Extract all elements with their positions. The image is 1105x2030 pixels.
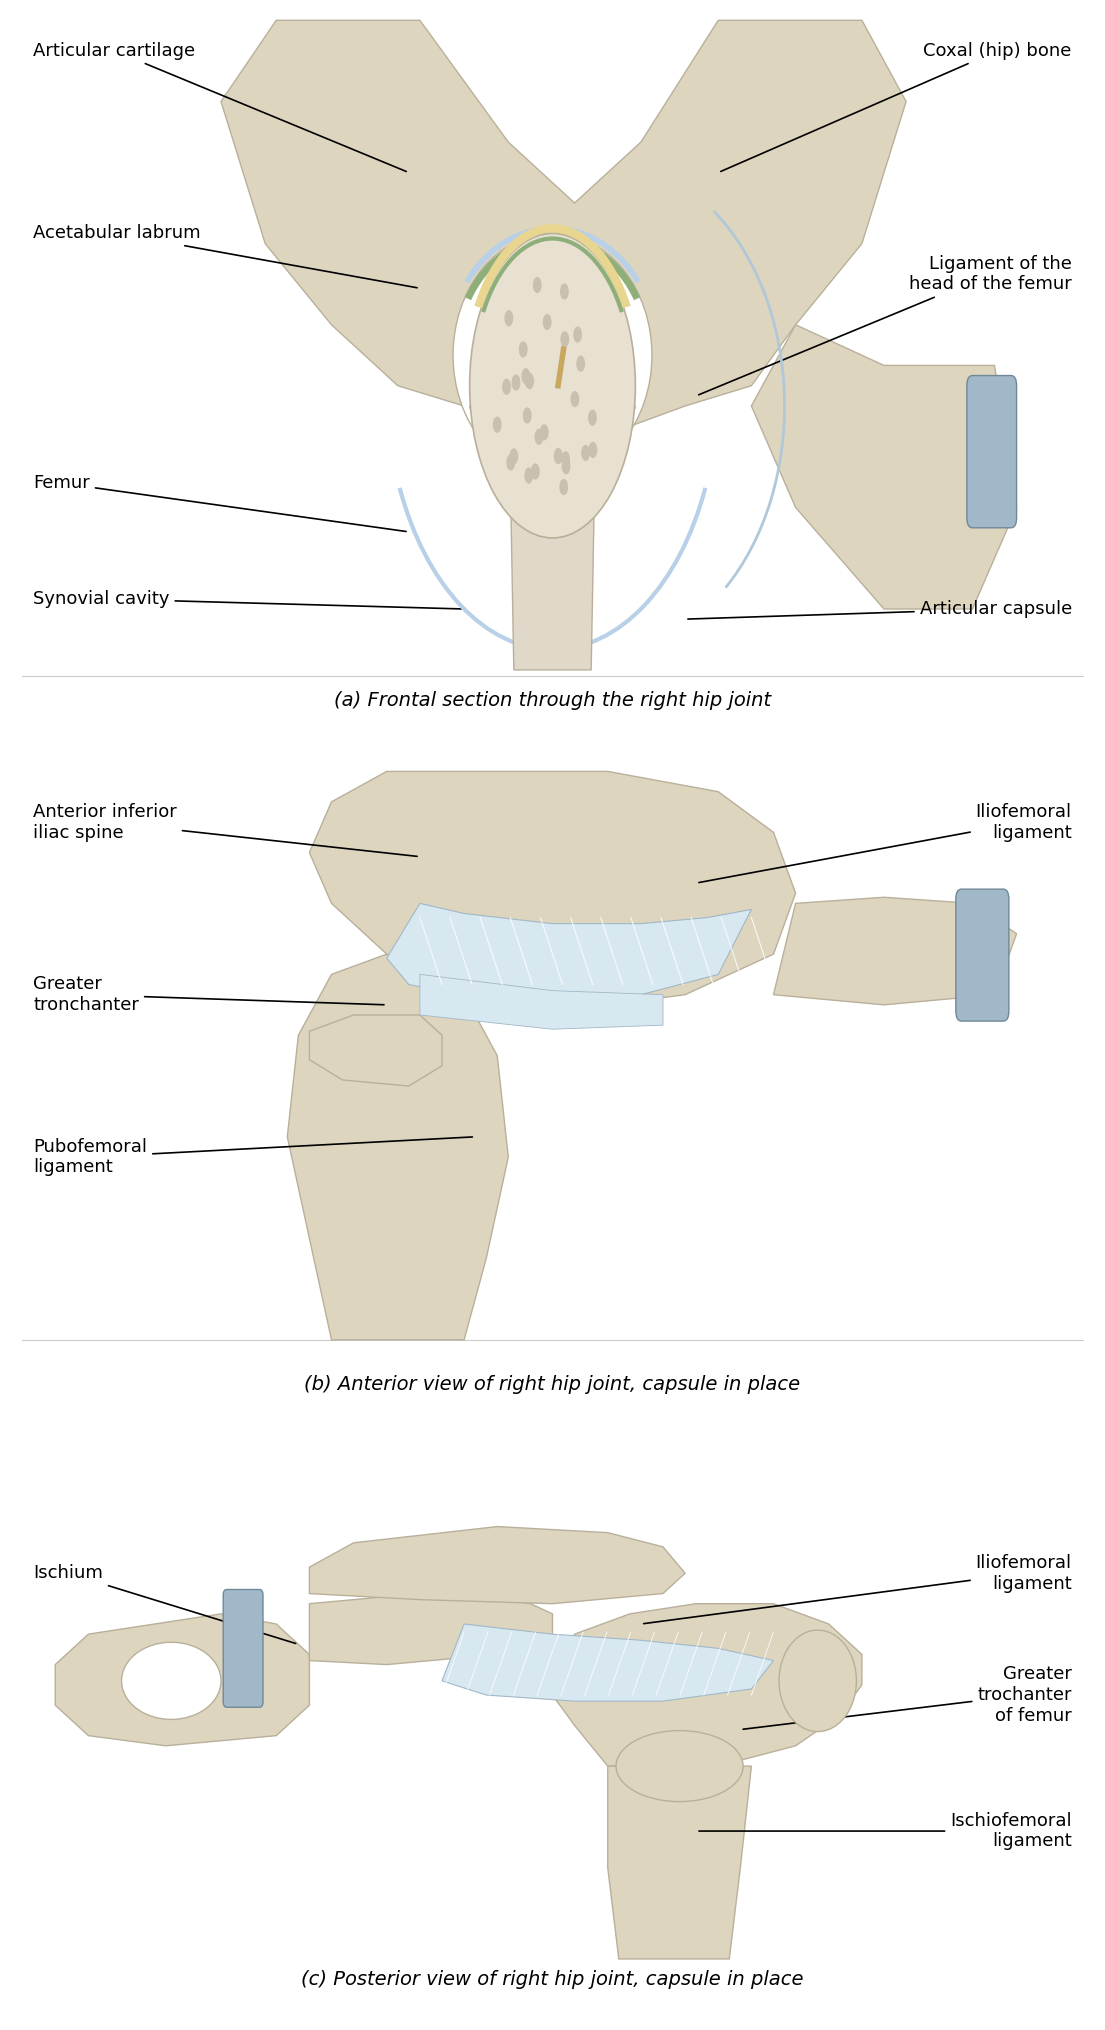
Circle shape [493,416,502,432]
Circle shape [530,463,539,479]
Polygon shape [309,1594,552,1665]
Polygon shape [774,897,1017,1005]
Circle shape [554,449,562,465]
Text: (c) Posterior view of right hip joint, capsule in place: (c) Posterior view of right hip joint, c… [302,1969,803,1989]
Circle shape [540,424,549,441]
Text: Femur: Femur [33,475,407,532]
Text: Synovial cavity: Synovial cavity [33,591,461,609]
Circle shape [573,327,582,343]
Circle shape [470,233,635,538]
Text: Ischiofemoral
ligament: Ischiofemoral ligament [699,1811,1072,1851]
Text: Coxal (hip) bone: Coxal (hip) bone [720,43,1072,171]
Circle shape [570,392,579,408]
Text: Iliofemoral
ligament: Iliofemoral ligament [643,1553,1072,1624]
Text: Iliofemoral
ligament: Iliofemoral ligament [698,802,1072,883]
Circle shape [588,410,597,426]
Text: Acetabular labrum: Acetabular labrum [33,225,418,288]
Ellipse shape [453,233,652,477]
Circle shape [560,284,569,300]
Polygon shape [751,325,1017,609]
Circle shape [505,311,514,327]
Polygon shape [309,1015,442,1086]
Ellipse shape [617,1730,744,1803]
Circle shape [561,459,570,475]
Polygon shape [309,1527,685,1604]
Circle shape [525,467,534,483]
Ellipse shape [779,1630,856,1732]
Polygon shape [442,1624,774,1701]
Polygon shape [511,487,594,670]
FancyBboxPatch shape [956,889,1009,1021]
FancyBboxPatch shape [223,1589,263,1707]
FancyBboxPatch shape [967,376,1017,528]
Polygon shape [287,954,508,1340]
Polygon shape [55,1614,309,1746]
Circle shape [509,449,518,465]
Text: Articular capsule: Articular capsule [688,601,1072,619]
Circle shape [543,315,551,331]
Circle shape [560,331,569,347]
Circle shape [522,367,530,384]
Circle shape [524,371,533,388]
Circle shape [561,451,570,467]
Circle shape [506,455,515,471]
Circle shape [533,276,541,292]
Circle shape [577,355,586,371]
Circle shape [518,341,527,357]
Polygon shape [470,406,635,487]
Circle shape [581,445,590,461]
Circle shape [525,374,534,390]
Text: Articular cartilage: Articular cartilage [33,43,407,171]
Text: (a) Frontal section through the right hip joint: (a) Frontal section through the right hi… [334,690,771,710]
Circle shape [523,408,532,424]
Text: Pubofemoral
ligament: Pubofemoral ligament [33,1137,472,1177]
Polygon shape [309,771,796,1005]
Polygon shape [608,1766,751,1959]
Polygon shape [420,974,663,1029]
Circle shape [589,443,598,459]
Circle shape [535,428,544,445]
Polygon shape [221,20,906,447]
Ellipse shape [122,1642,221,1719]
Circle shape [512,374,520,390]
Polygon shape [552,1604,862,1766]
Circle shape [502,380,511,396]
Polygon shape [387,903,751,999]
Text: (b) Anterior view of right hip joint, capsule in place: (b) Anterior view of right hip joint, ca… [305,1374,800,1395]
Text: Ischium: Ischium [33,1565,296,1644]
Text: Greater
tronchanter: Greater tronchanter [33,974,383,1015]
Text: Ligament of the
head of the femur: Ligament of the head of the femur [698,254,1072,394]
Circle shape [559,479,568,495]
Text: Anterior inferior
iliac spine: Anterior inferior iliac spine [33,802,417,857]
Text: Greater
trochanter
of femur: Greater trochanter of femur [743,1665,1072,1730]
